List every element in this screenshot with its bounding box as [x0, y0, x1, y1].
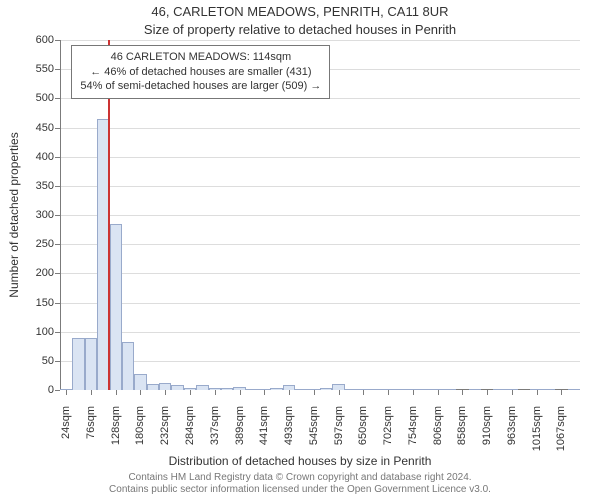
y-tick-label: 50 — [42, 355, 60, 367]
x-tick-mark — [140, 390, 141, 395]
annotation-line: ← 46% of detached houses are smaller (43… — [80, 65, 321, 80]
y-tick-label: 500 — [36, 92, 60, 104]
x-tick-mark — [314, 390, 315, 395]
y-tick-label: 250 — [36, 238, 60, 250]
histogram-bar — [270, 388, 282, 390]
x-tick-label: 806sqm — [432, 400, 444, 445]
x-tick-mark — [289, 390, 290, 395]
x-tick-mark — [561, 390, 562, 395]
histogram-bar — [394, 389, 406, 390]
histogram-bar — [147, 384, 159, 390]
annotation-box: 46 CARLETON MEADOWS: 114sqm← 46% of deta… — [71, 45, 330, 100]
histogram-bar — [295, 389, 307, 390]
x-tick-mark — [363, 390, 364, 395]
histogram-bar — [419, 389, 431, 390]
histogram-bar — [221, 388, 233, 390]
attribution: Contains HM Land Registry data © Crown c… — [0, 472, 600, 496]
histogram-bar — [246, 389, 258, 390]
attribution-line-1: Contains HM Land Registry data © Crown c… — [0, 472, 600, 484]
x-tick-mark — [215, 390, 216, 395]
histogram-bar — [543, 389, 555, 390]
x-tick-label: 76sqm — [85, 400, 97, 439]
y-tick-label: 200 — [36, 267, 60, 279]
x-tick-mark — [240, 390, 241, 395]
y-tick-label: 350 — [36, 180, 60, 192]
x-tick-label: 910sqm — [481, 400, 493, 445]
x-axis-title: Distribution of detached houses by size … — [0, 454, 600, 468]
x-tick-label: 284sqm — [184, 400, 196, 445]
histogram-bar — [320, 388, 332, 390]
x-tick-mark — [537, 390, 538, 395]
histogram-bar — [469, 389, 481, 390]
histogram-bar — [159, 383, 171, 390]
x-tick-mark — [487, 390, 488, 395]
histogram-bar — [345, 389, 357, 390]
y-tick-label: 150 — [36, 297, 60, 309]
x-tick-label: 389sqm — [234, 400, 246, 445]
x-tick-label: 650sqm — [357, 400, 369, 445]
x-tick-label: 441sqm — [258, 400, 270, 445]
y-tick-label: 100 — [36, 326, 60, 338]
x-tick-mark — [190, 390, 191, 395]
x-tick-mark — [264, 390, 265, 395]
x-tick-label: 702sqm — [382, 400, 394, 445]
histogram-bar — [72, 338, 84, 391]
histogram-bar — [568, 389, 580, 390]
x-tick-label: 754sqm — [407, 400, 419, 445]
attribution-line-2: Contains public sector information licen… — [0, 484, 600, 496]
histogram-bar — [122, 342, 134, 390]
x-tick-mark — [438, 390, 439, 395]
y-tick-label: 550 — [36, 63, 60, 75]
x-tick-label: 858sqm — [456, 400, 468, 445]
histogram-bar — [444, 389, 456, 390]
x-tick-label: 128sqm — [110, 400, 122, 445]
x-tick-label: 597sqm — [333, 400, 345, 445]
x-tick-label: 545sqm — [308, 400, 320, 445]
histogram-bar — [171, 385, 183, 390]
y-tick-label: 450 — [36, 122, 60, 134]
chart-subtitle: Size of property relative to detached ho… — [0, 22, 600, 37]
y-tick-label: 600 — [36, 34, 60, 46]
x-tick-mark — [66, 390, 67, 395]
y-tick-label: 400 — [36, 151, 60, 163]
x-tick-label: 180sqm — [134, 400, 146, 445]
x-tick-label: 24sqm — [60, 400, 72, 439]
y-tick-label: 300 — [36, 209, 60, 221]
histogram-bar — [493, 389, 505, 390]
x-tick-mark — [388, 390, 389, 395]
histogram-bar — [110, 224, 122, 390]
x-tick-label: 1015sqm — [531, 400, 543, 451]
x-tick-label: 232sqm — [159, 400, 171, 445]
x-tick-label: 1067sqm — [555, 400, 567, 451]
annotation-line: 54% of semi-detached houses are larger (… — [80, 79, 321, 94]
x-tick-mark — [512, 390, 513, 395]
x-tick-label: 963sqm — [506, 400, 518, 445]
histogram-bar — [370, 389, 382, 390]
x-tick-label: 493sqm — [283, 400, 295, 445]
x-tick-mark — [339, 390, 340, 395]
x-tick-mark — [165, 390, 166, 395]
y-axis-title: Number of detached properties — [7, 132, 21, 297]
histogram-bar — [134, 374, 146, 390]
x-tick-mark — [413, 390, 414, 395]
x-tick-mark — [91, 390, 92, 395]
chart-root: 46, CARLETON MEADOWS, PENRITH, CA11 8UR … — [0, 0, 600, 500]
histogram-bar — [196, 385, 208, 390]
chart-title: 46, CARLETON MEADOWS, PENRITH, CA11 8UR — [0, 4, 600, 19]
plot-area: 05010015020025030035040045050055060024sq… — [60, 40, 580, 390]
x-tick-mark — [116, 390, 117, 395]
histogram-bar — [85, 338, 97, 391]
x-tick-mark — [462, 390, 463, 395]
annotation-line: 46 CARLETON MEADOWS: 114sqm — [80, 50, 321, 65]
x-tick-label: 337sqm — [209, 400, 221, 445]
y-tick-label: 0 — [48, 384, 60, 396]
